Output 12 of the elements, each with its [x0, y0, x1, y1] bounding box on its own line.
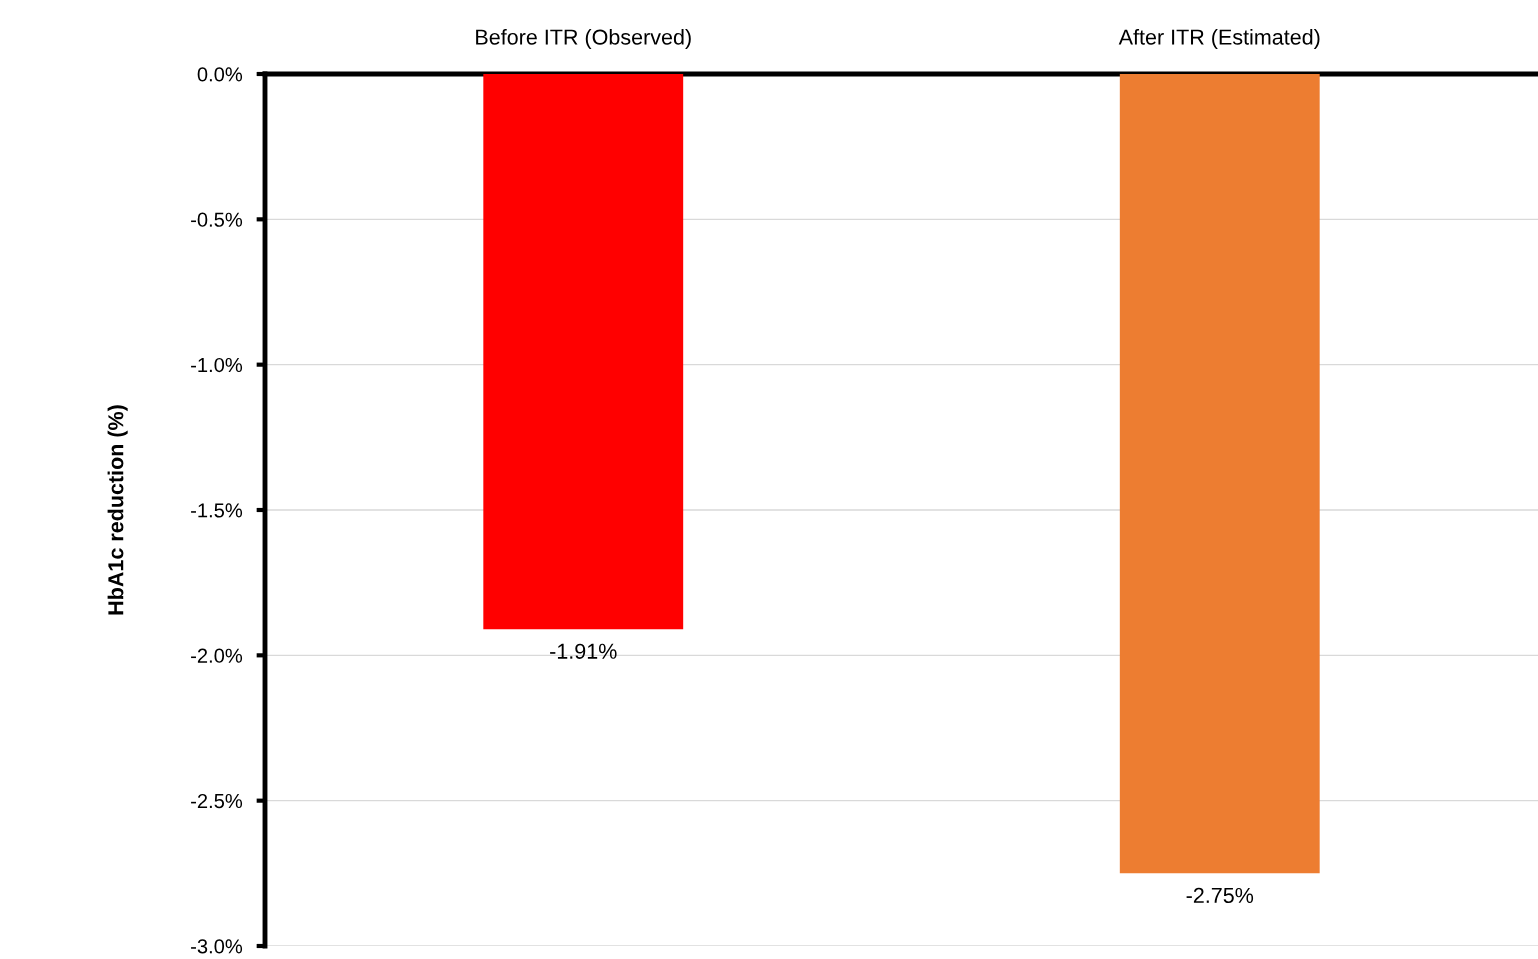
y-tick-label: -0.5%	[191, 212, 243, 227]
y-tick-label: -1.0%	[191, 357, 243, 373]
y-axis-title: HbA1c reduction (%)	[107, 405, 128, 615]
data-label: -2.75%	[1186, 887, 1254, 904]
y-tick-label: -3.0%	[191, 939, 243, 954]
data-label: -1.91%	[550, 643, 617, 659]
y-tick-label: 0.0%	[197, 67, 243, 82]
y-tick-label: -1.5%	[191, 503, 243, 518]
y-tick-label: -2.0%	[191, 648, 243, 663]
x-tick-label: Before ITR (Observed)	[476, 28, 691, 49]
x-tick-label: After ITR (Estimated)	[1118, 28, 1320, 49]
y-tick-label: -2.5%	[191, 793, 243, 809]
